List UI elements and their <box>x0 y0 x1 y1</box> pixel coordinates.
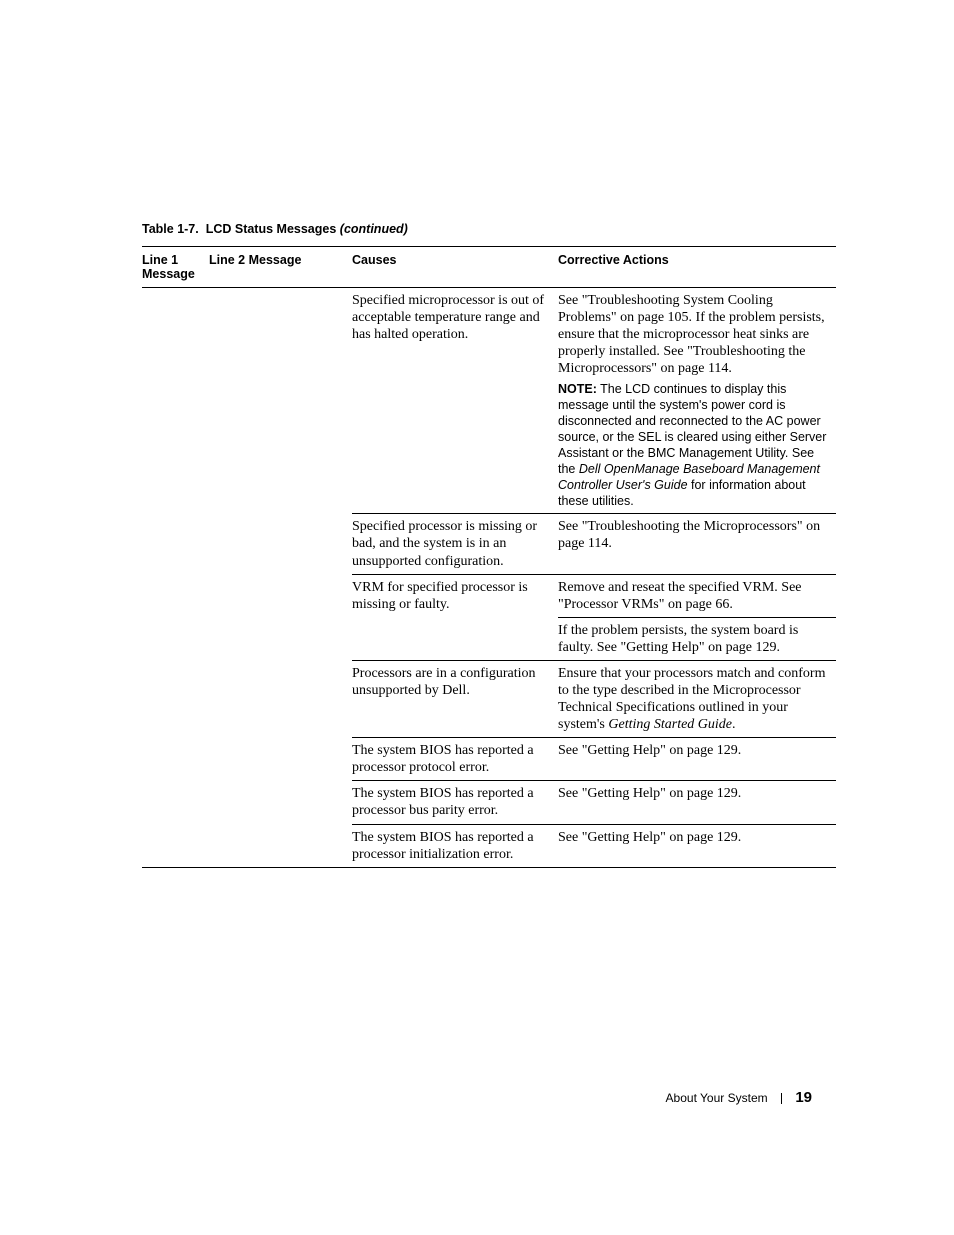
cell-cause: Specified processor is missing or bad, a… <box>352 514 558 574</box>
cell-line1 <box>142 824 209 867</box>
cell-line2 <box>209 738 352 781</box>
footer-section: About Your System <box>666 1091 768 1105</box>
cell-action: See "Getting Help" on page 129. <box>558 824 836 867</box>
table-row: The system BIOS has reported a processor… <box>142 781 836 824</box>
cell-cause: The system BIOS has reported a processor… <box>352 738 558 781</box>
table-row: Specified microprocessor is out of accep… <box>142 288 836 514</box>
table-row: VRM for specified processor is missing o… <box>142 574 836 617</box>
cell-line1 <box>142 288 209 514</box>
table-row: The system BIOS has reported a processor… <box>142 738 836 781</box>
table-row: The system BIOS has reported a processor… <box>142 824 836 867</box>
cell-line2 <box>209 288 352 514</box>
cell-line1 <box>142 660 209 737</box>
action-note: NOTE: The LCD continues to display this … <box>558 381 830 509</box>
cell-action: If the problem persists, the system boar… <box>558 617 836 660</box>
cell-line2 <box>209 514 352 574</box>
cell-line1 <box>142 738 209 781</box>
cell-action: Ensure that your processors match and co… <box>558 660 836 737</box>
note-label: NOTE: <box>558 382 597 396</box>
cell-cause: The system BIOS has reported a processor… <box>352 824 558 867</box>
cell-cause: VRM for specified processor is missing o… <box>352 574 558 617</box>
footer-page-number: 19 <box>795 1089 812 1106</box>
action-italic: Getting Started Guide <box>608 717 732 732</box>
caption-suffix: (continued) <box>340 222 408 236</box>
caption-title: LCD Status Messages <box>206 222 337 236</box>
cell-action: See "Getting Help" on page 129. <box>558 781 836 824</box>
table-row: If the problem persists, the system boar… <box>142 617 836 660</box>
cell-line1 <box>142 574 209 617</box>
cell-line1 <box>142 514 209 574</box>
cell-cause: Specified microprocessor is out of accep… <box>352 288 558 514</box>
page: Table 1-7. LCD Status Messages (continue… <box>0 0 954 1235</box>
cell-action: Remove and reseat the specified VRM. See… <box>558 574 836 617</box>
table-header-row: Line 1 Message Line 2 Message Causes Cor… <box>142 247 836 288</box>
content-area: Table 1-7. LCD Status Messages (continue… <box>142 222 836 868</box>
cell-action: See "Getting Help" on page 129. <box>558 738 836 781</box>
table-caption: Table 1-7. LCD Status Messages (continue… <box>142 222 836 236</box>
lcd-status-table: Line 1 Message Line 2 Message Causes Cor… <box>142 246 836 868</box>
page-footer: About Your System 19 <box>666 1089 812 1106</box>
cell-cause: The system BIOS has reported a processor… <box>352 781 558 824</box>
cell-line2 <box>209 617 352 660</box>
action-post: . <box>732 717 736 732</box>
cell-cause <box>352 617 558 660</box>
col-header-line1: Line 1 Message <box>142 247 209 288</box>
action-text: See "Troubleshooting System Cooling Prob… <box>558 292 830 377</box>
cell-action: See "Troubleshooting System Cooling Prob… <box>558 288 836 514</box>
cell-action: See "Troubleshooting the Microprocessors… <box>558 514 836 574</box>
cell-line2 <box>209 824 352 867</box>
cell-line2 <box>209 574 352 617</box>
footer-separator <box>781 1093 782 1104</box>
cell-line1 <box>142 781 209 824</box>
cell-line1 <box>142 617 209 660</box>
cell-line2 <box>209 781 352 824</box>
col-header-actions: Corrective Actions <box>558 247 836 288</box>
caption-prefix: Table 1-7. <box>142 222 199 236</box>
cell-line2 <box>209 660 352 737</box>
col-header-causes: Causes <box>352 247 558 288</box>
table-row: Specified processor is missing or bad, a… <box>142 514 836 574</box>
col-header-line2: Line 2 Message <box>209 247 352 288</box>
table-row: Processors are in a configuration unsupp… <box>142 660 836 737</box>
cell-cause: Processors are in a configuration unsupp… <box>352 660 558 737</box>
